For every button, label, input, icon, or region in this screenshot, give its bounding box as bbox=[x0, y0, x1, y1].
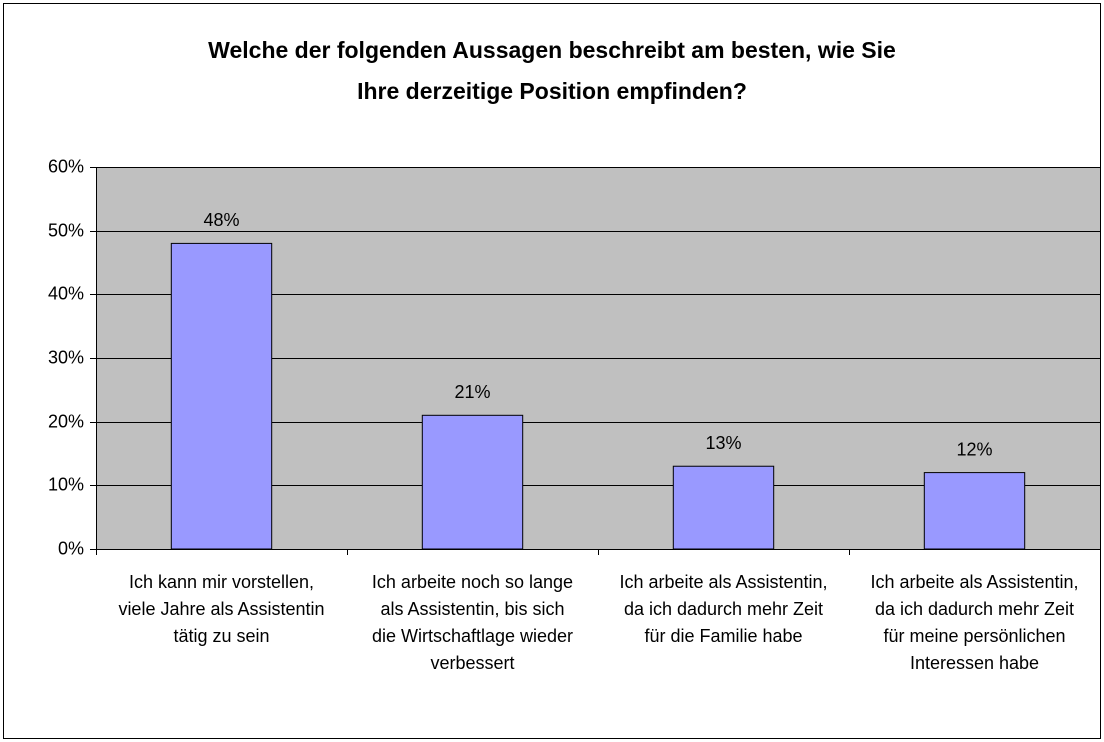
x-tick-label: Ich kann mir vorstellen, viele Jahre als… bbox=[118, 572, 325, 646]
x-tick-label: Ich arbeite als Assistentin, da ich dadu… bbox=[870, 572, 1079, 673]
data-label: 48% bbox=[203, 210, 239, 230]
bar bbox=[170, 242, 273, 550]
y-tick-label: 40% bbox=[48, 283, 84, 303]
x-tick-label: Ich arbeite als Assistentin, da ich dadu… bbox=[619, 572, 828, 646]
y-tick-label: 50% bbox=[48, 220, 84, 240]
chart-title: Ihre derzeitige Position empfinden? bbox=[357, 78, 747, 104]
data-label: 13% bbox=[705, 433, 741, 453]
data-label: 12% bbox=[956, 439, 992, 459]
bar bbox=[421, 414, 524, 550]
data-label: 21% bbox=[454, 382, 490, 402]
y-tick-label: 0% bbox=[58, 538, 84, 558]
bar bbox=[923, 472, 1026, 550]
y-tick-label: 10% bbox=[48, 474, 84, 494]
y-tick-label: 60% bbox=[48, 156, 84, 176]
y-tick-label: 20% bbox=[48, 411, 84, 431]
y-tick-label: 30% bbox=[48, 347, 84, 367]
bar bbox=[672, 465, 775, 550]
x-tick-label: Ich arbeite noch so lange als Assistenti… bbox=[371, 572, 574, 673]
chart-title: Welche der folgenden Aussagen beschreibt… bbox=[208, 37, 896, 63]
